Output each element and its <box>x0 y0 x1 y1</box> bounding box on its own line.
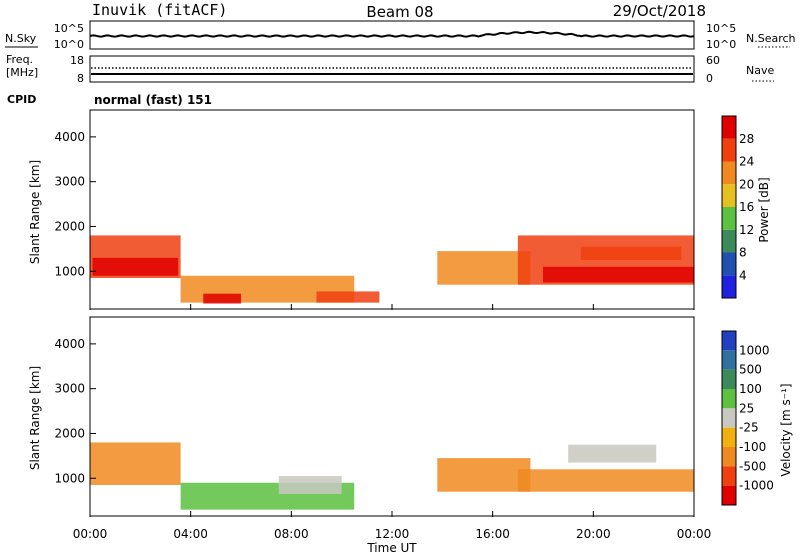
power-colorbar-swatch <box>722 207 736 230</box>
velocity-colorbar-label: -1000 <box>739 479 774 493</box>
velocity-colorbar-frame <box>721 330 737 506</box>
scatter-region <box>568 444 657 463</box>
power-colorbar-swatch <box>722 161 736 185</box>
velocity-colorbar-swatch <box>722 408 736 428</box>
power-y-axis-label: Slant Range [km] <box>28 160 42 264</box>
y-tick-label: 3000 <box>54 382 85 396</box>
x-tick-label: 04:00 <box>173 527 208 541</box>
freq-tick-top: 18 <box>70 54 84 67</box>
noise-left-label: N.Sky <box>5 32 37 45</box>
noise-left-tick-bottom: 10^0 <box>54 38 84 51</box>
nave-label: Nave <box>746 64 774 77</box>
power-colorbar-label: 8 <box>739 246 747 260</box>
power-colorbar-label: 28 <box>739 132 754 146</box>
scatter-region <box>316 291 380 303</box>
power-colorbar-swatch <box>722 252 736 276</box>
noise-sky-trace <box>89 30 695 38</box>
velocity-scatter-regions <box>90 442 694 510</box>
beam-title: Beam 08 <box>366 3 433 21</box>
scatter-region <box>90 442 181 485</box>
y-tick-label: 4000 <box>54 337 85 351</box>
velocity-colorbar-label: 500 <box>739 363 762 377</box>
scatter-region <box>278 476 342 494</box>
velocity-colorbar-swatch <box>722 466 736 486</box>
velocity-colorbar-label: 1000 <box>739 343 770 357</box>
nave-tick-bottom: 0 <box>706 72 713 85</box>
velocity-colorbar-swatch <box>722 389 736 409</box>
scatter-region <box>517 469 694 492</box>
power-colorbar-title: Power [dB] <box>757 177 771 242</box>
y-tick-label: 1000 <box>54 264 85 278</box>
power-colorbar-frame <box>721 115 737 299</box>
velocity-colorbar-swatch <box>722 369 736 389</box>
scatter-region <box>437 251 531 285</box>
x-tick-label: 00:00 <box>73 527 108 541</box>
x-axis-label: Time UT <box>366 541 417 554</box>
power-y-ticks: 1000 2000 3000 4000 <box>54 130 96 278</box>
freq-label-line2: [MHz] <box>6 66 38 79</box>
velocity-colorbar-swatch <box>722 447 736 467</box>
frequency-panel: Freq. [MHz] 18 8 60 0 Nave <box>6 53 774 85</box>
x-tick-label: 12:00 <box>375 527 410 541</box>
velocity-y-ticks: 1000 2000 3000 4000 <box>54 337 96 485</box>
velocity-colorbar-swatch <box>722 427 736 447</box>
power-scatter-regions <box>90 235 694 304</box>
velocity-colorbar-swatch <box>722 331 736 351</box>
freq-label-line1: Freq. <box>6 53 33 66</box>
noise-left-tick-top: 10^5 <box>54 22 84 35</box>
power-panel: 1000 2000 3000 4000 Slant Range [km] <box>28 109 695 310</box>
power-colorbar: 4 8 12 16 20 24 28 <box>721 115 754 299</box>
velocity-colorbar-label: -25 <box>739 421 759 435</box>
y-tick-label: 1000 <box>54 471 85 485</box>
velocity-colorbar-title: Velocity [m s⁻¹] <box>779 383 793 476</box>
velocity-panel: 1000 2000 3000 4000 Slant Range [km] <box>28 316 695 517</box>
x-tick-label: 20:00 <box>576 527 611 541</box>
scatter-region <box>580 246 682 261</box>
y-tick-label: 2000 <box>54 219 85 233</box>
freq-tick-bottom: 8 <box>77 72 84 85</box>
power-colorbar-swatch <box>722 184 736 207</box>
frequency-panel-frame <box>89 55 695 83</box>
velocity-colorbar: 1000 500 100 25 -25 -100 -500 -1000 <box>721 330 774 506</box>
y-tick-label: 3000 <box>54 175 85 189</box>
power-colorbar-label: 16 <box>739 200 754 214</box>
x-tick-label: 08:00 <box>274 527 309 541</box>
noise-right-label: N.Search <box>746 32 796 45</box>
scatter-region <box>437 458 531 492</box>
power-colorbar-label: 20 <box>739 177 754 191</box>
power-colorbar-label: 24 <box>739 155 754 169</box>
y-tick-label: 4000 <box>54 130 85 144</box>
power-colorbar-swatch <box>722 116 736 139</box>
power-colorbar-swatch <box>722 138 736 162</box>
velocity-colorbar-label: -100 <box>739 440 766 454</box>
power-colorbar-swatch <box>722 275 736 298</box>
power-colorbar-label: 12 <box>739 223 754 237</box>
velocity-colorbar-swatch <box>722 350 736 370</box>
velocity-colorbar-swatch <box>722 485 736 505</box>
scatter-region <box>92 257 179 276</box>
scatter-region <box>203 293 241 304</box>
power-colorbar-swatch <box>722 229 736 253</box>
velocity-y-axis-label: Slant Range [km] <box>28 366 42 470</box>
cpid-text: normal (fast) 151 <box>94 93 212 107</box>
x-tick-label: 16:00 <box>475 527 510 541</box>
date-title: 29/Oct/2018 <box>613 2 706 20</box>
time-x-ticks: 00:00 04:00 08:00 12:00 16:00 20:00 00:00 <box>73 304 712 541</box>
radar-title: Inuvik (fitACF) <box>92 1 227 19</box>
noise-right-tick-top: 10^5 <box>706 22 736 35</box>
nave-tick-top: 60 <box>706 54 720 67</box>
velocity-colorbar-label: 25 <box>739 401 754 415</box>
scatter-region <box>543 266 694 283</box>
velocity-colorbar-label: 100 <box>739 382 762 396</box>
power-colorbar-label: 4 <box>739 268 747 282</box>
noise-panel: N.Sky 10^5 10^0 10^5 10^0 N.Search <box>5 20 796 51</box>
noise-right-tick-bottom: 10^0 <box>706 38 736 51</box>
velocity-colorbar-label: -500 <box>739 459 766 473</box>
x-tick-label: 00:00 <box>677 527 712 541</box>
cpid-label: CPID <box>7 93 36 106</box>
y-tick-label: 2000 <box>54 426 85 440</box>
